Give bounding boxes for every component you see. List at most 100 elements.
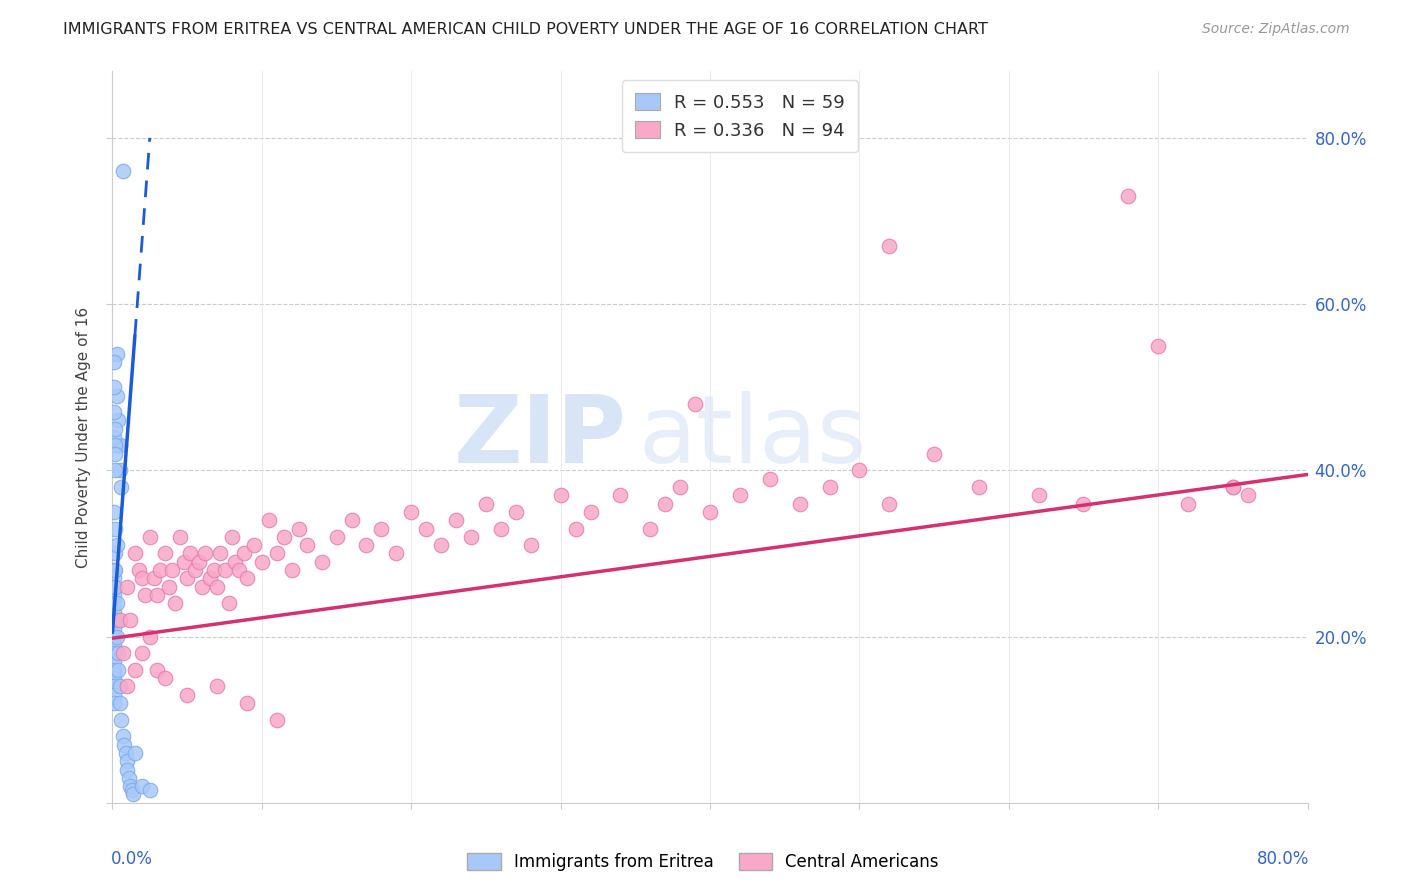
Point <box>111 646 134 660</box>
Point <box>444 513 467 527</box>
Point <box>121 783 143 797</box>
Point <box>104 438 127 452</box>
Point <box>818 480 841 494</box>
Point <box>325 530 347 544</box>
Point <box>104 546 127 560</box>
Point <box>107 413 129 427</box>
Point <box>107 663 129 677</box>
Point <box>489 521 512 535</box>
Point <box>415 521 437 535</box>
Point <box>105 538 128 552</box>
Point <box>124 546 146 560</box>
Point <box>118 771 141 785</box>
Point <box>295 538 318 552</box>
Point <box>103 655 125 669</box>
Point <box>683 397 706 411</box>
Point <box>120 779 142 793</box>
Point <box>107 646 129 660</box>
Point <box>105 630 128 644</box>
Point <box>654 497 676 511</box>
Point <box>281 563 304 577</box>
Text: atlas: atlas <box>638 391 866 483</box>
Point <box>103 696 125 710</box>
Point <box>183 563 205 577</box>
Point <box>224 555 246 569</box>
Point <box>728 488 751 502</box>
Point <box>117 763 139 777</box>
Point <box>105 596 128 610</box>
Point <box>233 546 256 560</box>
Point <box>609 488 631 502</box>
Point <box>162 563 183 577</box>
Point <box>266 713 288 727</box>
Legend: Immigrants from Eritrea, Central Americans: Immigrants from Eritrea, Central America… <box>458 845 948 880</box>
Text: IMMIGRANTS FROM ERITREA VS CENTRAL AMERICAN CHILD POVERTY UNDER THE AGE OF 16 CO: IMMIGRANTS FROM ERITREA VS CENTRAL AMERI… <box>63 22 988 37</box>
Point <box>1237 488 1260 502</box>
Point <box>104 521 127 535</box>
Point <box>250 555 273 569</box>
Point <box>103 671 125 685</box>
Point <box>176 571 198 585</box>
Point <box>139 783 162 797</box>
Point <box>1222 480 1244 494</box>
Point <box>401 505 423 519</box>
Point <box>103 580 125 594</box>
Point <box>139 530 162 544</box>
Point <box>1073 497 1095 511</box>
Point <box>122 788 145 802</box>
Point <box>236 696 259 710</box>
Point <box>1118 189 1140 203</box>
Point <box>1222 480 1244 494</box>
Point <box>104 463 127 477</box>
Point <box>879 497 901 511</box>
Point <box>202 563 225 577</box>
Point <box>103 355 125 369</box>
Point <box>103 680 125 694</box>
Point <box>214 563 236 577</box>
Point <box>370 521 392 535</box>
Point <box>699 505 721 519</box>
Point <box>117 680 139 694</box>
Point <box>198 571 221 585</box>
Point <box>143 571 166 585</box>
Point <box>165 596 187 610</box>
Point <box>191 580 214 594</box>
Point <box>922 447 945 461</box>
Point <box>128 563 150 577</box>
Point <box>520 538 543 552</box>
Point <box>149 563 172 577</box>
Point <box>1177 497 1199 511</box>
Point <box>173 555 195 569</box>
Point <box>110 480 132 494</box>
Legend: R = 0.553   N = 59, R = 0.336   N = 94: R = 0.553 N = 59, R = 0.336 N = 94 <box>621 80 858 153</box>
Point <box>117 754 139 768</box>
Point <box>103 688 125 702</box>
Point <box>879 239 901 253</box>
Point <box>356 538 378 552</box>
Point <box>108 613 131 627</box>
Point <box>124 746 146 760</box>
Point <box>205 680 228 694</box>
Point <box>228 563 250 577</box>
Point <box>967 480 990 494</box>
Point <box>848 463 870 477</box>
Point <box>259 513 281 527</box>
Point <box>146 588 169 602</box>
Point <box>288 521 311 535</box>
Point <box>103 430 125 444</box>
Point <box>103 563 125 577</box>
Point <box>157 580 180 594</box>
Point <box>1147 338 1170 352</box>
Point <box>505 505 527 519</box>
Point <box>266 546 288 560</box>
Point <box>311 555 333 569</box>
Point <box>176 688 198 702</box>
Point <box>103 638 125 652</box>
Point <box>124 663 146 677</box>
Point <box>153 671 176 685</box>
Point <box>640 521 662 535</box>
Point <box>194 546 217 560</box>
Point <box>108 696 131 710</box>
Point <box>153 546 176 560</box>
Point <box>114 738 135 752</box>
